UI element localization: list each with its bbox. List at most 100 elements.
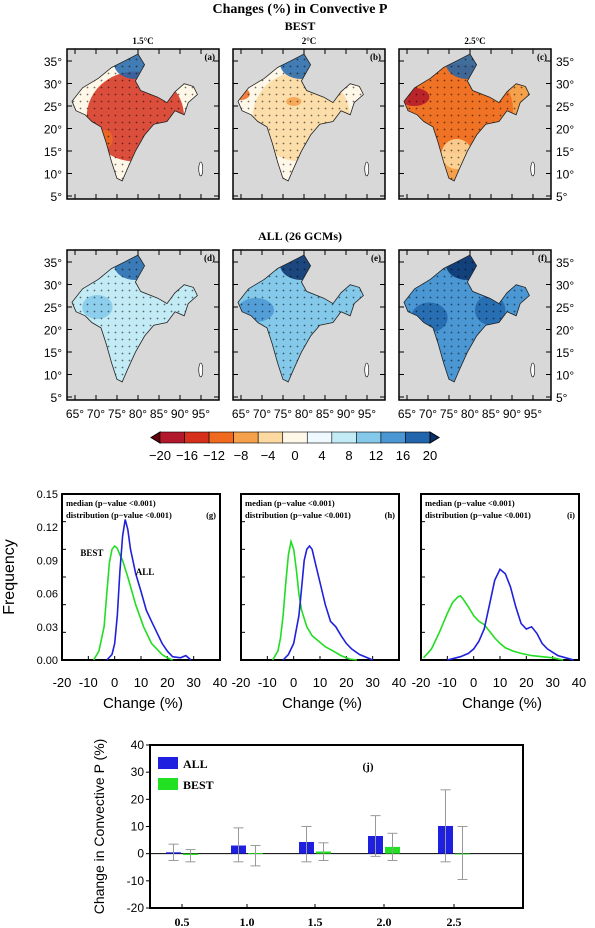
lat-label: 15° xyxy=(44,346,62,360)
x-tick-label: 30 xyxy=(365,675,379,690)
colorbar-label: 4 xyxy=(318,448,325,463)
colorbar-label: 12 xyxy=(369,448,383,463)
lon-label: 75° xyxy=(440,407,458,421)
lat-label: 30° xyxy=(44,78,62,92)
x-tick-label: -10 xyxy=(79,675,98,690)
lon-label: 65° xyxy=(66,407,84,421)
lat-label: 30° xyxy=(556,78,574,92)
island xyxy=(198,362,204,378)
colorbar-swatch xyxy=(380,431,406,444)
colorbar-swatch xyxy=(184,431,210,444)
x-tick-label: -20 xyxy=(53,675,72,690)
lon-label: 90° xyxy=(337,407,355,421)
column-label: 2°C xyxy=(302,36,317,46)
colorbar-label: −20 xyxy=(149,448,171,463)
colorbar-swatch xyxy=(208,431,234,444)
panel-label: (h) xyxy=(385,510,396,520)
panel-label: (g) xyxy=(206,510,216,520)
x-axis-label: Change (%) xyxy=(462,695,542,712)
x-tick-label: 20 xyxy=(339,675,353,690)
colorbar-swatch xyxy=(356,431,382,444)
x-tick-label: 40 xyxy=(213,675,227,690)
annotation-median: median (p−value <0.001) xyxy=(66,498,156,508)
colorbar-label: 8 xyxy=(345,448,352,463)
panel-label: (c) xyxy=(537,52,547,62)
x-tick-label: -20 xyxy=(412,675,431,690)
bar-panel: -20 -10 0 10 20 30 40 Change in Convective P (%… xyxy=(91,738,524,928)
lat-label: 20° xyxy=(44,123,62,137)
lon-label: 75° xyxy=(274,407,292,421)
column-label: 2.5°C xyxy=(464,36,485,46)
colorbar-swatch xyxy=(282,431,308,444)
island xyxy=(530,362,536,378)
x-tick-label: 10 xyxy=(134,675,148,690)
column-label: 1.5°C xyxy=(132,36,153,46)
coastline xyxy=(71,254,198,383)
colorbar-right-arrow xyxy=(429,431,440,444)
y-tick-label: 10 xyxy=(131,820,145,834)
colorbar-label: 20 xyxy=(423,448,437,463)
lat-label: 25° xyxy=(44,301,62,315)
lat-label: 35° xyxy=(44,256,62,270)
lat-label: 10° xyxy=(556,168,574,182)
lat-label: 20° xyxy=(556,123,574,137)
category-label: 2.5 xyxy=(447,915,462,928)
lon-label: 80° xyxy=(461,407,479,421)
lat-label: 5° xyxy=(51,190,63,204)
figure-title: Changes (%) in Convective P xyxy=(213,2,388,17)
x-axis-label: Change (%) xyxy=(282,695,362,712)
y-tick-label: 40 xyxy=(131,738,145,752)
colorbar-swatch xyxy=(306,431,333,444)
lat-label: 10° xyxy=(556,369,574,383)
y-tick-label: 0 xyxy=(137,847,144,861)
lat-label: 25° xyxy=(556,301,574,315)
x-tick-label: 10 xyxy=(313,675,327,690)
x-tick-label: 0 xyxy=(290,675,297,690)
x-tick-label: 30 xyxy=(186,675,200,690)
x-tick-label: 0 xyxy=(470,675,477,690)
best-row-label: BEST xyxy=(285,19,316,33)
colorbar-label: −8 xyxy=(234,448,249,463)
legend-swatch xyxy=(158,778,178,790)
lat-label: 30° xyxy=(44,279,62,293)
legend-swatch xyxy=(158,757,178,769)
lon-label: 95° xyxy=(192,407,210,421)
colorbar-swatch xyxy=(159,431,185,444)
colorbar-label: −16 xyxy=(176,448,198,463)
lon-label: 65° xyxy=(232,407,250,421)
series-line-all xyxy=(447,568,574,661)
lat-label: 35° xyxy=(556,55,574,69)
x-axis-label: Change (%) xyxy=(103,695,183,712)
bar-chart: -20 -10 0 10 20 30 40 Change in Convective P (%… xyxy=(91,738,524,928)
y-tick-label: 0.06 xyxy=(37,589,58,601)
coastline xyxy=(71,53,198,182)
lon-label: 75° xyxy=(108,407,126,421)
lon-label: 80° xyxy=(295,407,313,421)
y-tick-label: -10 xyxy=(127,874,145,888)
y-axis-label: Frequency xyxy=(1,539,18,615)
map-panel: (a) 1.5°C xyxy=(66,36,220,200)
colorbar-swatch xyxy=(233,431,259,444)
colorbar-label: −4 xyxy=(261,448,276,463)
map-panel: (b) 2°C xyxy=(232,36,386,200)
annotation-median: median (p−value <0.001) xyxy=(245,498,335,508)
series-line-all xyxy=(106,519,192,661)
lat-label: 25° xyxy=(44,100,62,114)
frequency-chart: -20 -10 0 10 20 30 40 median (p−value <0.001) di… xyxy=(412,493,586,712)
y-tick-label: 0.03 xyxy=(37,622,58,634)
coastline xyxy=(237,53,364,182)
lon-label: 70° xyxy=(419,407,437,421)
lon-label: 85° xyxy=(482,407,500,421)
island xyxy=(530,161,536,177)
annotation-distribution: distribution (p−value <0.001) xyxy=(66,510,172,520)
map-panel: (d) xyxy=(66,249,220,401)
y-tick-label: 0.12 xyxy=(37,522,58,534)
panel-label: (j) xyxy=(363,761,374,773)
colorbar: −20 −16 −12 −8 −4 0 4 8 12 16 20 xyxy=(149,431,440,463)
y-tick-label: 30 xyxy=(131,765,145,779)
x-tick-label: 10 xyxy=(493,675,507,690)
x-tick-label: 40 xyxy=(392,675,406,690)
panel-label: (b) xyxy=(370,52,381,62)
y-tick-label: 20 xyxy=(131,792,145,806)
